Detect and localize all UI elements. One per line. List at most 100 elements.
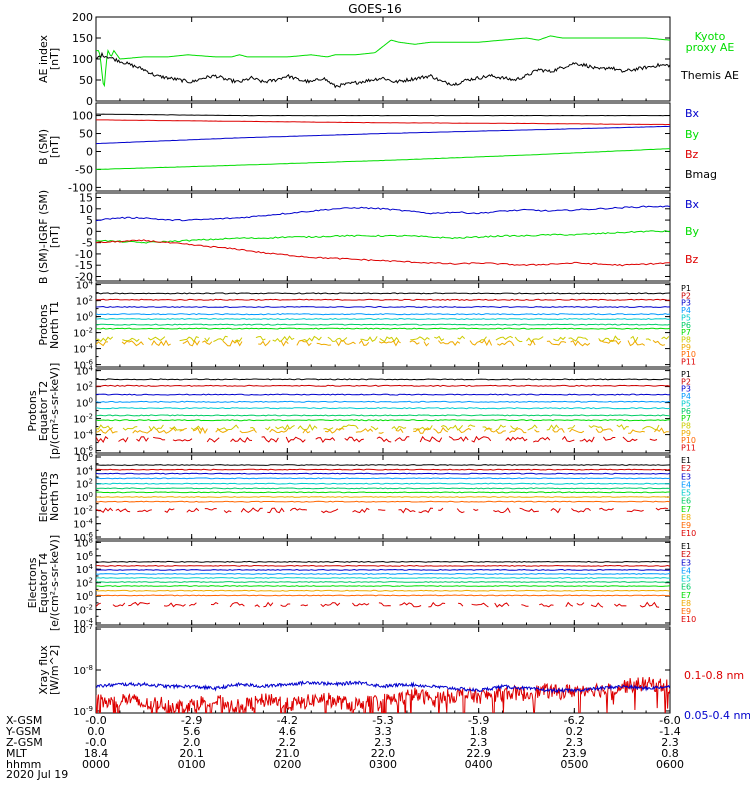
series-e10 (438, 507, 444, 511)
series-p9 (96, 427, 118, 434)
series-p8 (588, 425, 606, 431)
series-p11 (96, 436, 109, 443)
legend-entry: P10 (681, 350, 696, 359)
series-p9 (546, 340, 567, 346)
x-tick-label: 2.2 (279, 736, 297, 749)
panel-frame (95, 540, 671, 626)
y-axis-label: B (SM)[nT] (37, 129, 61, 165)
y-tick-label: 100 (76, 590, 93, 603)
y-tick-label: 10-2 (73, 327, 93, 340)
series-e10 (458, 602, 464, 607)
y-tick-label: 100 (76, 397, 93, 410)
legend-entry: P7 (681, 414, 691, 423)
plot-area (96, 677, 670, 713)
y-tick-label: 150 (72, 32, 93, 45)
series-p11 (419, 435, 443, 443)
y-tick-label: 102 (76, 478, 93, 491)
figure-title: GOES-16 (348, 2, 402, 16)
plot-area (96, 560, 670, 608)
y-tick-label: 10-9 (73, 705, 93, 718)
y-tick-label: 100 (76, 311, 93, 324)
x-tick-label: -5.3 (372, 714, 393, 727)
series-p9 (627, 340, 645, 347)
x-row-label: X-GSM (6, 714, 42, 727)
series-p8 (148, 424, 164, 432)
legend-entry: E6 (681, 497, 691, 506)
series-p8 (275, 424, 295, 431)
series-e1 (96, 560, 670, 563)
x-tick-label: 1.8 (470, 725, 488, 738)
series-e10 (571, 508, 591, 513)
y-tick-label: 10-2 (73, 413, 93, 426)
y-tick-label: 100 (72, 110, 93, 123)
legend-entry: P11 (681, 358, 696, 367)
panel-b: -100 -50 0 50 100 B (SM)[nT] Bx By Bz Bmag (37, 102, 717, 194)
series-e7 (96, 585, 670, 587)
legend-entry: P11 (681, 444, 696, 453)
legend-entry: E10 (681, 529, 696, 538)
x-row-label: MLT (6, 747, 27, 760)
series-p9 (483, 427, 506, 434)
y-tick-label: 106 (76, 550, 94, 563)
series-p8 (553, 336, 566, 341)
series-e10 (378, 509, 386, 511)
series-p8 (338, 424, 359, 430)
series-p5 (96, 407, 670, 410)
series-e4 (96, 572, 670, 575)
series-e10 (321, 508, 339, 514)
series-e10 (565, 601, 574, 607)
series-p8 (567, 424, 576, 430)
series-e10 (96, 602, 101, 607)
legend-entry: E7 (681, 505, 691, 514)
y-tick-label: 0 (86, 95, 93, 108)
legend-entry: E5 (681, 489, 691, 498)
series-p9 (433, 426, 449, 434)
legend: Bx By Bz Bmag (685, 107, 717, 181)
series-p8 (478, 336, 487, 342)
x-tick-label: 0600 (656, 758, 684, 771)
series-p9 (599, 339, 622, 345)
series-p9 (654, 427, 669, 434)
series-e10 (539, 603, 554, 608)
legend-entry: E10 (681, 615, 696, 624)
series-e10 (576, 602, 585, 606)
series-e10 (639, 601, 660, 608)
legend-entry: E1 (681, 456, 691, 465)
legend-entry: 0.05-0.4 nm (684, 709, 750, 722)
series-p9 (595, 428, 614, 433)
series-p9 (497, 340, 515, 347)
legend-entry: E1 (681, 542, 691, 551)
panel-frame (95, 16, 671, 102)
series-p8 (297, 423, 318, 431)
series-e6 (96, 487, 670, 490)
series-p8 (616, 424, 629, 431)
series-e10 (300, 604, 309, 607)
series-p9 (96, 341, 108, 347)
y-axis-label: B (SM)-IGRF (SM)[nT] (37, 190, 61, 284)
x-tick-label: 4.6 (279, 725, 297, 738)
legend: 0.1-0.8 nm 0.05-0.4 nm (684, 669, 750, 722)
y-tick-label: 10-4 (73, 429, 93, 442)
legend-entry: P10 (681, 436, 696, 445)
legend-entry: E3 (681, 472, 691, 481)
series-p8 (265, 426, 271, 431)
series-p9 (534, 429, 540, 433)
legend-entry: E4 (681, 566, 691, 575)
series-e10 (320, 602, 341, 608)
panel-pe: 104 102 100 10-2 10-4 10-6 ProtonsEquator T2[p… (26, 363, 696, 460)
series-e10 (493, 507, 511, 514)
x-tick-label: 0300 (369, 758, 397, 771)
legend-entry: P4 (681, 306, 691, 315)
series-p9 (378, 340, 401, 347)
plot-area (96, 205, 670, 267)
x-tick-label: -5.9 (468, 714, 489, 727)
y-axis-label: Xray flux[W/m^2] (37, 645, 61, 695)
series-bz (96, 239, 670, 267)
y-tick-label: -15 (75, 259, 93, 272)
series-e10 (263, 601, 274, 608)
series-p9 (335, 340, 356, 347)
series-e8 (96, 496, 670, 498)
x-axis-table: X-GSMY-GSMZ-GSMMLThhmm-0.00.0-0.018.4000… (5, 714, 684, 771)
